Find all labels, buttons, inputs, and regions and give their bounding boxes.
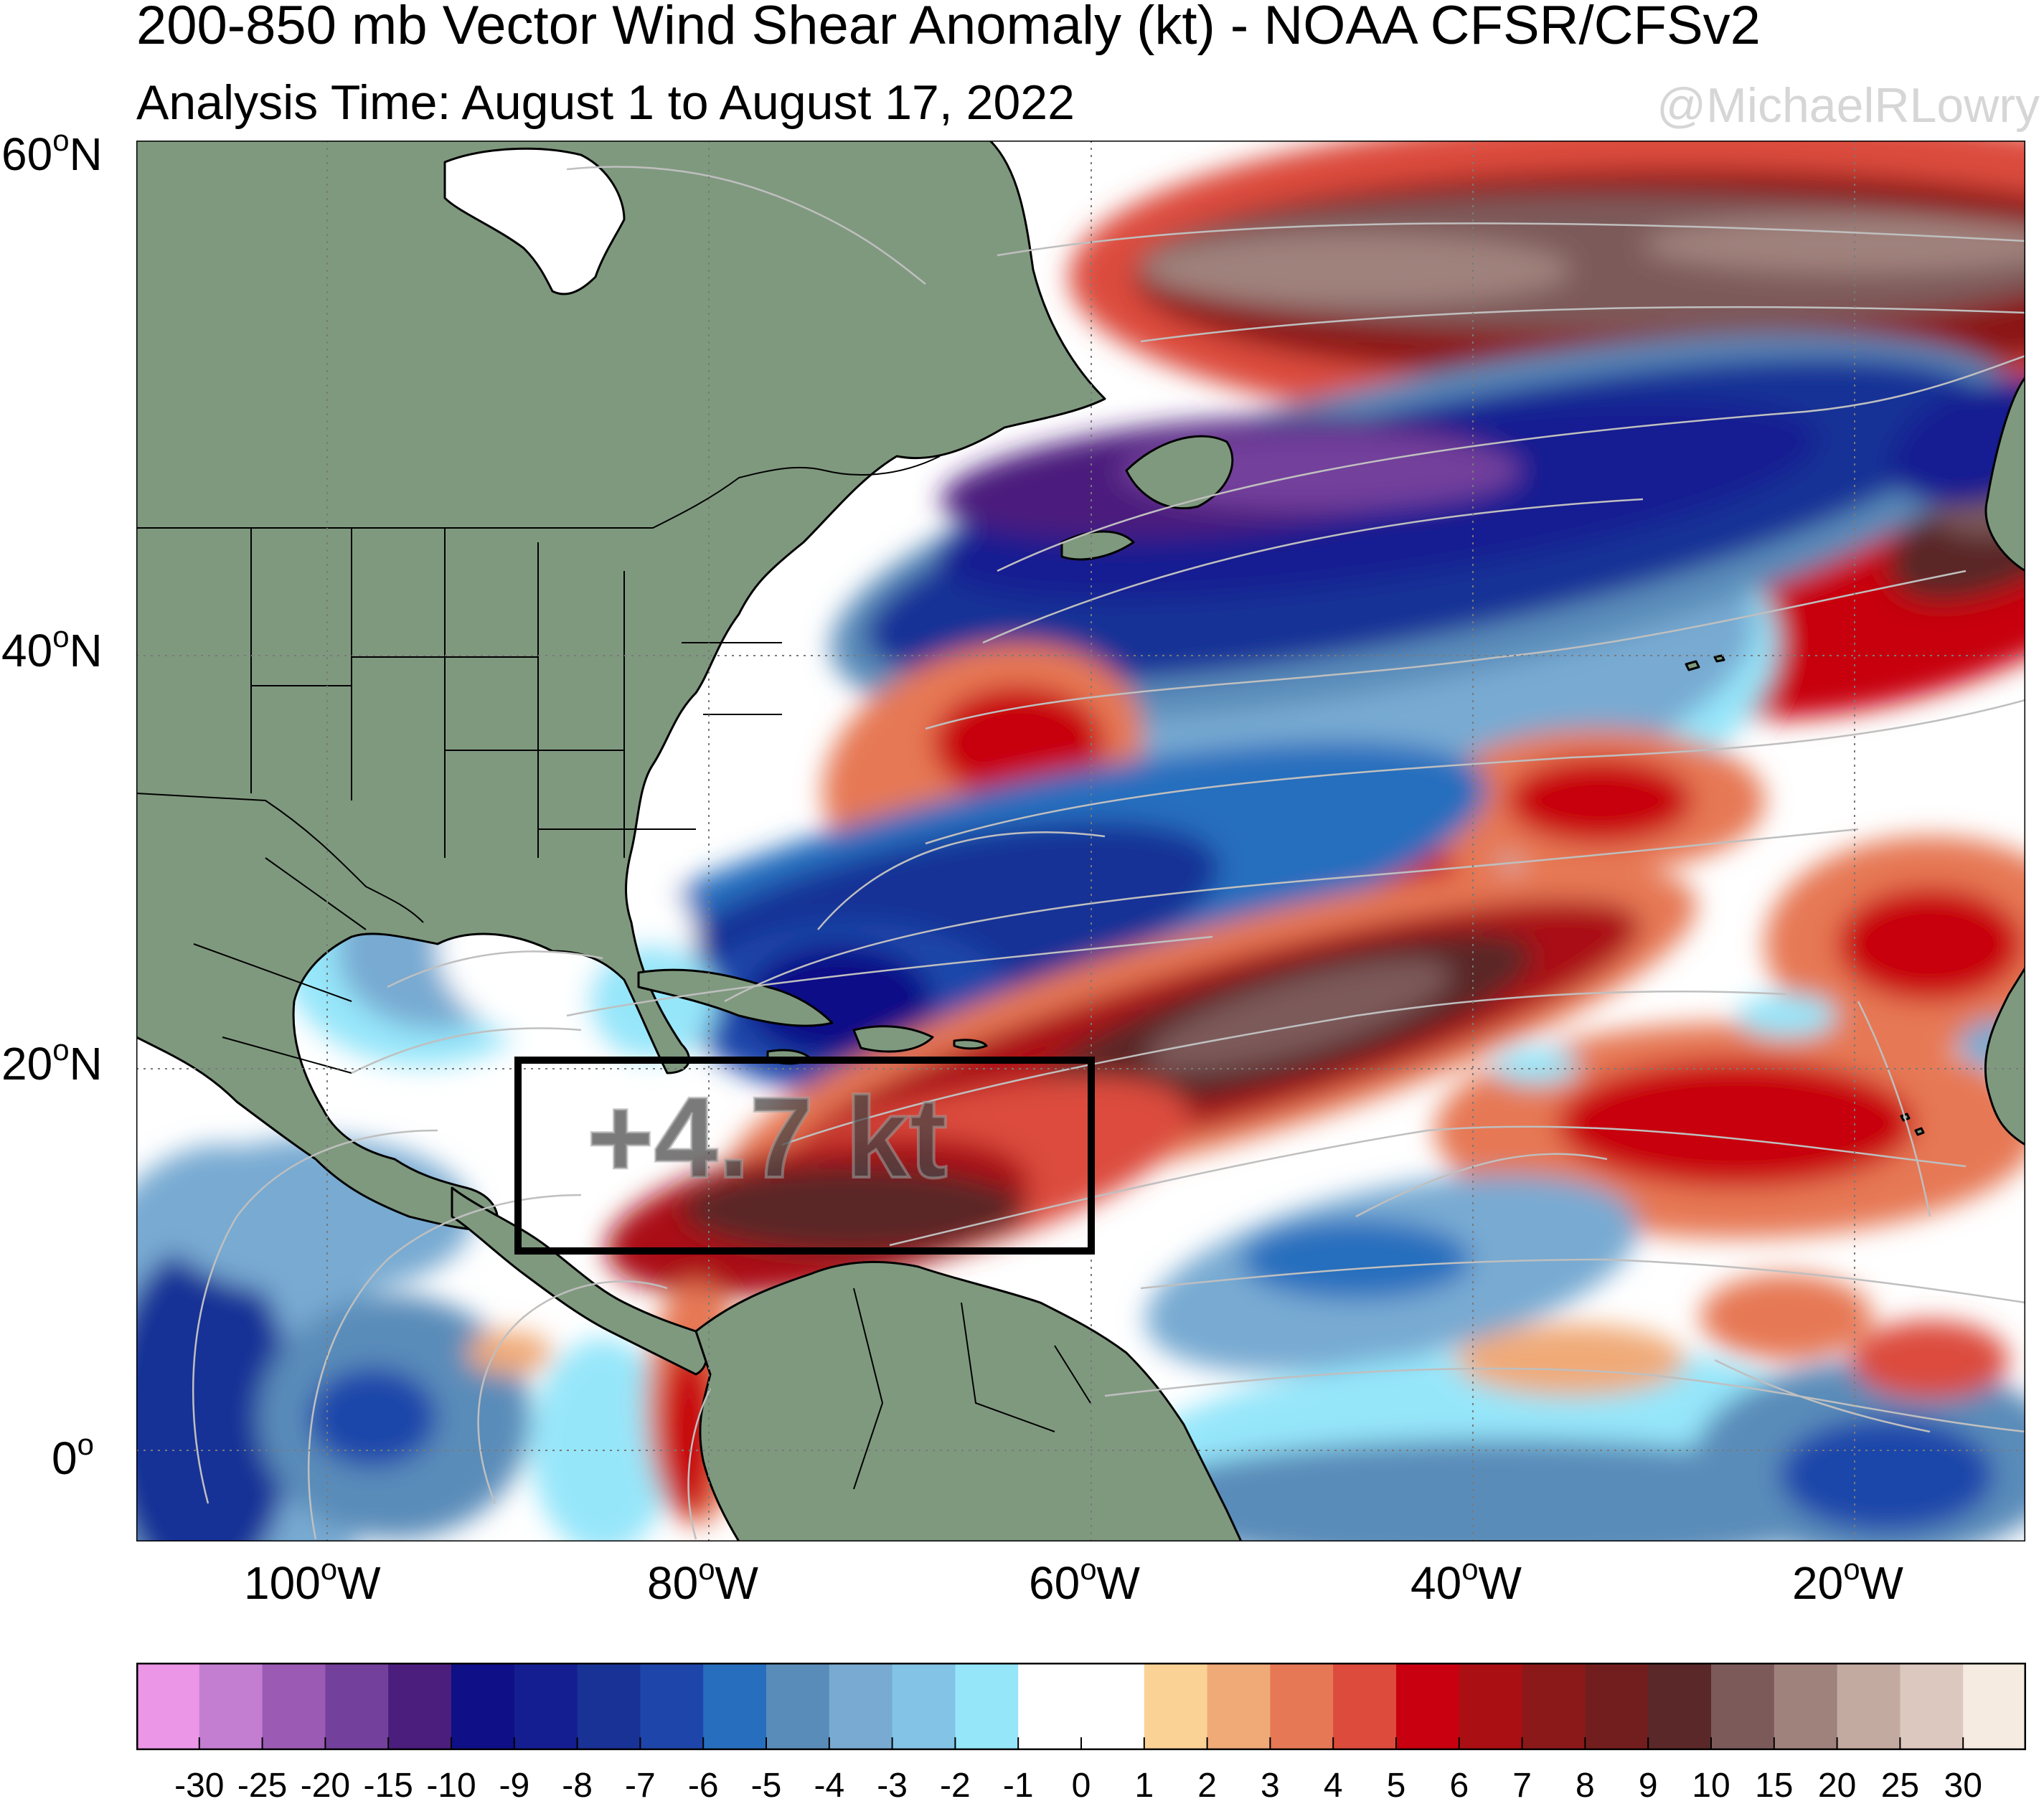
hudson-bay — [443, 147, 626, 296]
lat-label-20n: 20oN — [1, 1033, 103, 1090]
hispaniola — [852, 1025, 934, 1053]
colorbar-swatch — [388, 1663, 452, 1750]
colorbar-tick-label: 20 — [1817, 1767, 1857, 1805]
colorbar-tick-label: -9 — [499, 1767, 530, 1805]
colorbar-tick-label: 4 — [1323, 1767, 1343, 1805]
colorbar-swatch — [1522, 1663, 1586, 1750]
colorbar-swatch — [1963, 1663, 2026, 1750]
colorbar-swatch — [1711, 1663, 1775, 1750]
south-america — [694, 1260, 1243, 1541]
colorbar-tick-label: -3 — [877, 1767, 908, 1805]
colorbar-swatch — [577, 1663, 641, 1750]
colorbar-swatch — [1459, 1663, 1523, 1750]
box-average-label: +4.7 kt — [585, 1072, 949, 1203]
colorbar-tick-label: 6 — [1449, 1767, 1469, 1805]
colorbar-tick-label: 30 — [1944, 1767, 1982, 1805]
colorbar-tick-label: -2 — [940, 1767, 971, 1805]
colorbar-tick-label: -4 — [814, 1767, 845, 1805]
colorbar-tick-label: 2 — [1197, 1767, 1217, 1805]
colorbar-swatch — [766, 1663, 830, 1750]
credit-watermark: @MichaelRLowry — [1657, 78, 2040, 133]
colorbar-tick-label: 7 — [1512, 1767, 1532, 1805]
azores-islands — [1685, 654, 1725, 671]
colorbar-frame — [136, 1663, 2026, 1750]
colorbar-tick-label: -8 — [562, 1767, 593, 1805]
colorbar-tick-label: -1 — [1002, 1767, 1034, 1805]
colorbar-tick-label: -5 — [750, 1767, 782, 1805]
state-borders — [136, 455, 1091, 1490]
colorbar-swatch — [1648, 1663, 1712, 1750]
newfoundland — [1125, 435, 1234, 510]
colorbar-swatch — [1018, 1663, 1082, 1750]
colorbar-tick-label: -10 — [426, 1767, 476, 1805]
lat-label-60n: 60oN — [1, 123, 103, 180]
colorbar-swatch — [1837, 1663, 1901, 1750]
colorbar-tick-label: 3 — [1261, 1767, 1280, 1805]
colorbar-tick-label: 0 — [1071, 1767, 1091, 1805]
colorbar-swatches — [136, 1663, 2026, 1750]
colorbar-tick-label: -6 — [687, 1767, 719, 1805]
colorbar-tick-label: 10 — [1692, 1767, 1730, 1805]
colorbar-swatch — [1081, 1663, 1145, 1750]
colorbar-swatch — [640, 1663, 704, 1750]
colorbar-swatch — [1900, 1663, 1964, 1750]
colorbar-swatch — [892, 1663, 956, 1750]
colorbar-swatch — [451, 1663, 515, 1750]
colorbar-tick-label: 8 — [1576, 1767, 1595, 1805]
colorbar-swatch — [955, 1663, 1019, 1750]
lon-label-80w: 80oW — [647, 1552, 758, 1609]
colorbar-tick-label: 25 — [1880, 1767, 1920, 1805]
us-canada-border — [136, 455, 941, 529]
caribbean-mdr-box — [514, 1057, 1095, 1255]
colorbar-swatch — [703, 1663, 767, 1750]
colorbar-swatch — [1774, 1663, 1838, 1750]
africa — [1984, 966, 2025, 1146]
shear-anomaly-map — [136, 141, 2025, 1541]
colorbar-swatch — [1207, 1663, 1271, 1750]
lat-label-40n: 40oN — [1, 620, 103, 676]
colorbar-swatch — [829, 1663, 893, 1750]
colorbar-swatch — [1144, 1663, 1208, 1750]
chart-title: 200-850 mb Vector Wind Shear Anomaly (kt… — [136, 0, 1761, 56]
colorbar-tick-label: -15 — [363, 1767, 413, 1805]
colorbar-swatch — [325, 1663, 389, 1750]
us-mexico-border — [136, 793, 424, 923]
colorbar-tick-label: -30 — [174, 1767, 225, 1805]
colorbar-swatch — [1396, 1663, 1460, 1750]
colorbar-swatch — [199, 1663, 263, 1750]
lon-label-40w: 40oW — [1410, 1552, 1522, 1609]
colorbar-tick-label: -7 — [625, 1767, 656, 1805]
iberia — [1984, 340, 2025, 572]
colorbar-swatch — [1585, 1663, 1649, 1750]
us-state-lines — [250, 528, 782, 858]
colorbar-tick-label: -20 — [300, 1767, 351, 1805]
colorbar-tick-label: 15 — [1755, 1767, 1794, 1805]
colorbar-tick-label: 9 — [1638, 1767, 1658, 1805]
colorbar-swatch — [136, 1663, 200, 1750]
cuba — [637, 968, 834, 1027]
colorbar-tick-label: 1 — [1134, 1767, 1154, 1805]
colorbar-swatch — [1270, 1663, 1334, 1750]
puerto-rico — [953, 1039, 988, 1050]
lon-label-20w: 20oW — [1792, 1552, 1903, 1609]
colorbar-swatch — [262, 1663, 326, 1750]
lon-label-60w: 60oW — [1029, 1552, 1140, 1609]
colorbar-tick-label: -25 — [237, 1767, 288, 1805]
analysis-time: Analysis Time: August 1 to August 17, 20… — [136, 75, 1075, 130]
lat-label-0: 0o — [52, 1427, 94, 1484]
mexico-state-lines — [193, 857, 367, 1074]
south-america-borders — [853, 1288, 1091, 1490]
colorbar — [136, 1663, 2026, 1750]
colorbar-tick-label: 5 — [1386, 1767, 1406, 1805]
colorbar-swatch — [514, 1663, 578, 1750]
colorbar-swatch — [1333, 1663, 1397, 1750]
lon-label-100w: 100oW — [244, 1552, 381, 1609]
streamlines — [192, 166, 2025, 1540]
